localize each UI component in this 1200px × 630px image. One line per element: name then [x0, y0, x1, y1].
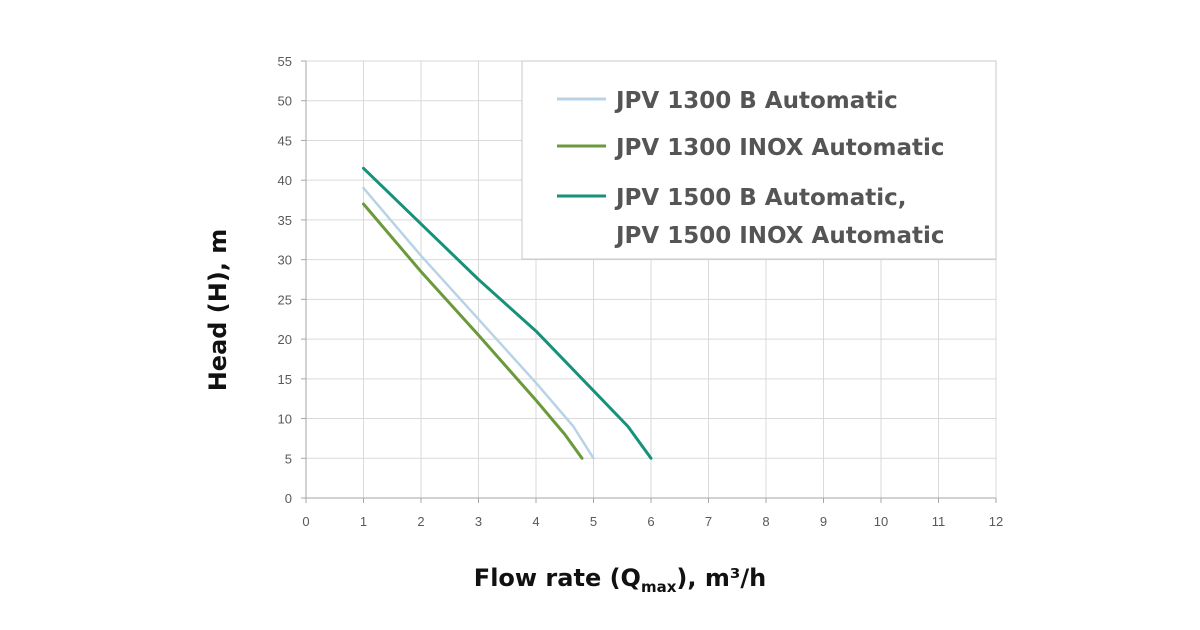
series-line-2	[362, 202, 584, 460]
x-tick-label: 8	[762, 514, 769, 529]
y-tick-label: 10	[278, 412, 292, 427]
legend-box	[521, 60, 997, 260]
legend: JPV 1300 B Automatic JPV 1300 INOX Automa…	[521, 60, 997, 260]
legend-label-3: JPV 1500 INOX Automatic	[614, 223, 945, 249]
x-axis-title-main: Flow rate (Q	[474, 564, 641, 592]
y-tick-label: 20	[278, 332, 292, 347]
legend-label-1: JPV 1300 B Automatic	[614, 88, 898, 114]
y-tick-label: 55	[278, 54, 292, 69]
x-axis-title-subscript: max	[641, 578, 677, 596]
series-lines	[362, 166, 653, 460]
y-tick-label: 50	[278, 94, 292, 109]
x-tick-label: 12	[989, 514, 1003, 529]
x-tick-label: 1	[360, 514, 367, 529]
x-tick-label: 7	[705, 514, 712, 529]
y-tick-label: 45	[278, 133, 292, 148]
y-tick-label: 5	[285, 451, 292, 466]
axes	[301, 60, 997, 503]
x-tick-label: 4	[532, 514, 539, 529]
legend-label-3: JPV 1500 B Automatic,	[614, 185, 907, 211]
x-axis-title-unit: ), m³/h	[676, 564, 766, 592]
x-tick-label: 3	[475, 514, 482, 529]
x-tick-label: 2	[417, 514, 424, 529]
x-tick-label: 10	[874, 514, 888, 529]
y-tick-label: 0	[285, 491, 292, 506]
y-tick-label: 35	[278, 213, 292, 228]
y-axis-title: Head (H), m	[204, 229, 232, 392]
series-line-1	[362, 186, 595, 460]
x-axis-title: Flow rate (Qmax), m³/h	[474, 564, 766, 596]
x-tick-label: 6	[647, 514, 654, 529]
y-tick-label: 25	[278, 292, 292, 307]
x-tick-label: 5	[590, 514, 597, 529]
y-tick-label: 40	[278, 173, 292, 188]
x-tick-label: 11	[932, 514, 946, 529]
x-tick-label: 9	[820, 514, 827, 529]
series-line-3	[362, 166, 653, 460]
y-tick-label: 30	[278, 253, 292, 268]
y-tick-label: 15	[278, 372, 292, 387]
x-tick-label: 0	[302, 514, 309, 529]
legend-label-2: JPV 1300 INOX Automatic	[614, 135, 945, 161]
